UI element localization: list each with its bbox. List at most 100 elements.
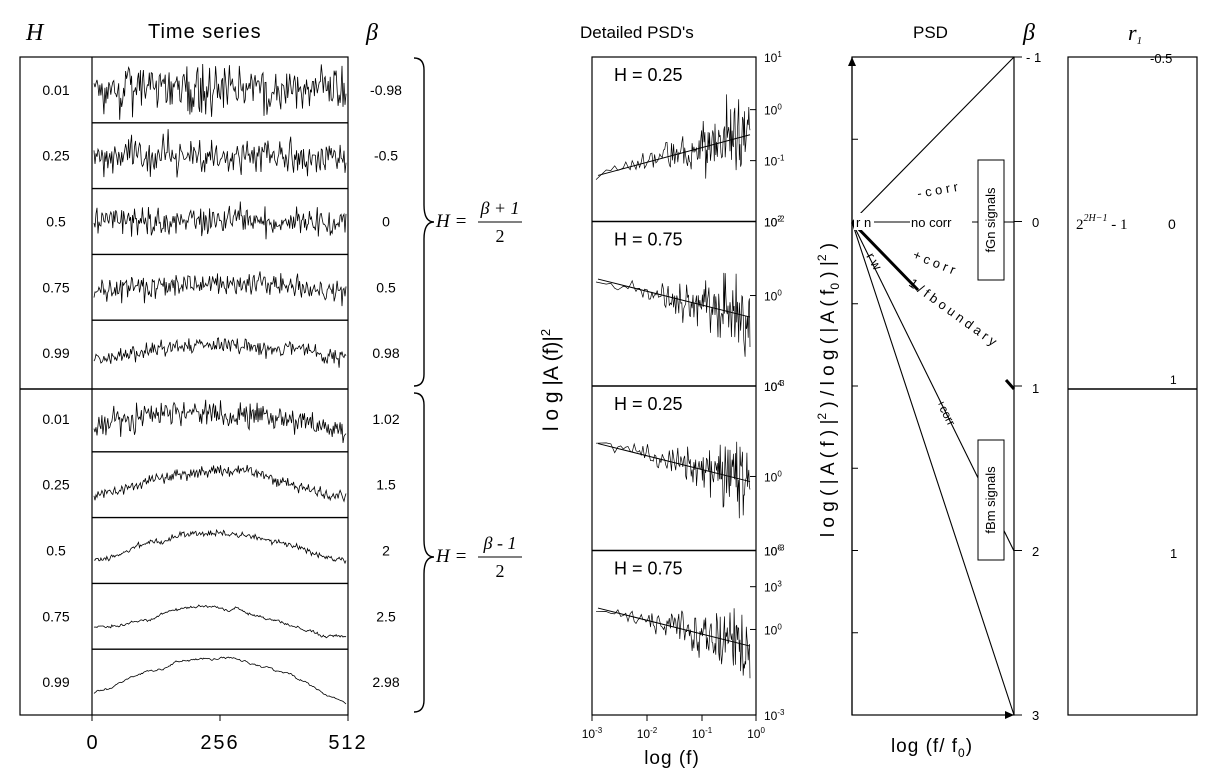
fbm-formula: H = β - 1 2	[435, 533, 522, 581]
time-series-trace	[93, 656, 347, 705]
beta-tick-3: 3	[1032, 708, 1039, 723]
psd-x-tick-2: 10-1	[692, 726, 713, 741]
psd-tick-label: 10-1	[764, 154, 785, 169]
beta-value: 0.5	[376, 279, 396, 295]
svg-text:2: 2	[496, 226, 505, 246]
beta-tick-1: 1	[1032, 381, 1039, 396]
time-series-trace	[93, 201, 347, 240]
h-value: 0.01	[42, 411, 69, 427]
time-series-trace	[93, 129, 347, 178]
psd-line-brownian	[851, 221, 1015, 716]
beta-value: 0	[382, 214, 390, 230]
time-series-trace	[93, 464, 347, 503]
psd-title: PSD	[913, 23, 948, 42]
psd-tick-label: 101	[764, 50, 782, 65]
detailed-psd-xaxis: 10-3 10-2 10-1 100 log (f)	[582, 715, 765, 769]
h-value: 0.25	[42, 477, 69, 493]
psd-spectrum-trace	[595, 441, 751, 519]
psd-tick-label: 106	[764, 544, 782, 559]
svg-text:fBm signals: fBm signals	[983, 466, 998, 534]
time-series-trace	[93, 604, 347, 639]
psd-panel-label: H = 0.25	[614, 65, 683, 85]
detailed-psd-xlabel: log (f)	[644, 748, 700, 769]
psd-tick-label: 100	[764, 289, 782, 304]
svg-text:H =: H =	[435, 546, 467, 567]
psd-panel-label: H = 0.75	[614, 559, 683, 579]
time-series-trace	[93, 271, 347, 307]
beta-value: 1.02	[372, 411, 399, 427]
svg-text:H =: H =	[435, 211, 467, 232]
fgn-formula: H = β + 1 2	[435, 198, 522, 246]
psd-tick-label: 100	[764, 622, 782, 637]
beta-tick-neg1: - 1	[1026, 50, 1041, 65]
detailed-psd-ylabel: l o g |A (f)|2	[538, 329, 563, 431]
time-series-trace	[93, 63, 347, 120]
psd-tick-label: 104	[764, 379, 782, 394]
psd-y-arrow	[848, 57, 856, 66]
h-value: 0.5	[46, 214, 66, 230]
r1-frame	[1067, 56, 1198, 716]
beta-value: 0.98	[372, 345, 399, 361]
label-rn: r n	[856, 215, 871, 230]
beta-value: 2.98	[372, 674, 399, 690]
h-value: 0.01	[42, 82, 69, 98]
time-series-rows: 0.01 -0.98 0.25 -0.5 0.5 0 0.75 0.5 0.99 0.98 0.01…	[42, 63, 402, 705]
h-value: 0.99	[42, 345, 69, 361]
psd-x-arrow	[1005, 711, 1014, 719]
psd-spectrum-trace	[595, 94, 751, 180]
beta-value: 2	[382, 543, 390, 559]
beta-value: 2.5	[376, 608, 396, 624]
label-pos-corr-fbm: +corr	[933, 397, 958, 428]
time-series-trace	[93, 399, 347, 444]
label-one-over-f-boundary: 1 / f b o u n d a r y	[906, 275, 1000, 349]
psd-left-ticks	[852, 56, 858, 716]
time-axis: 0 256 512	[86, 715, 367, 754]
psd-panel-label: H = 0.25	[614, 394, 683, 414]
psd-right-ticks	[1014, 56, 1022, 716]
time-tick-256: 256	[200, 732, 239, 754]
psd-beta-axis: - 1 0 1 2 3	[1026, 50, 1041, 723]
r1-lower-value: 1	[1170, 546, 1177, 561]
beta-value: -0.98	[370, 82, 402, 98]
beta-value: -0.5	[374, 148, 398, 164]
psd-spectrum-trace	[595, 608, 751, 679]
beta-column-header: β	[365, 20, 378, 46]
h-value: 0.99	[42, 674, 69, 690]
r1-top-value: -0.5	[1150, 51, 1172, 66]
label-no-corr: no corr	[911, 215, 952, 230]
svg-text:β - 1: β - 1	[483, 533, 517, 553]
h-value: 0.75	[42, 608, 69, 624]
r1-zero: 0	[1168, 216, 1176, 232]
time-series-frame	[19, 56, 349, 716]
detailed-psd-title: Detailed PSD's	[580, 23, 694, 42]
fgn-brace	[413, 57, 435, 387]
r1-formula: 22H−1 - 1	[1076, 213, 1127, 233]
svg-text:2: 2	[496, 561, 505, 581]
psd-ylabel: l o g ( | A ( f ) |2 ) / l o g ( | A ( f…	[815, 243, 842, 537]
psd-tick-label: 102	[764, 215, 782, 230]
psd-line-neg-corr	[851, 56, 1015, 223]
fbm-signals-box: fBm signals	[977, 439, 1005, 561]
beta-right-header: β	[1022, 20, 1035, 46]
h-value: 0.75	[42, 279, 69, 295]
svg-text:fGn signals: fGn signals	[983, 187, 998, 253]
psd-x-tick-3: 100	[747, 726, 765, 741]
time-series-title: Time series	[148, 21, 262, 43]
psd-panel-label: H = 0.75	[614, 230, 683, 250]
h-column-header: H	[25, 20, 45, 46]
beta-tick-2: 2	[1032, 544, 1039, 559]
psd-line-pos-corr-bold	[850, 220, 920, 292]
beta-tick-0: 0	[1032, 215, 1039, 230]
psd-x-tick-1: 10-2	[637, 726, 658, 741]
psd-fit-line	[597, 607, 751, 647]
beta-value: 1.5	[376, 477, 396, 493]
psd-tick-label: 100	[764, 103, 782, 118]
label-pos-corr: + c o r r	[911, 247, 958, 278]
label-neg-corr: - c o r r	[916, 179, 960, 201]
fgn-signals-box: fGn signals	[977, 159, 1005, 281]
psd-line-boundary-end	[1004, 379, 1016, 390]
time-tick-512: 512	[328, 732, 367, 754]
h-value: 0.5	[46, 543, 66, 559]
